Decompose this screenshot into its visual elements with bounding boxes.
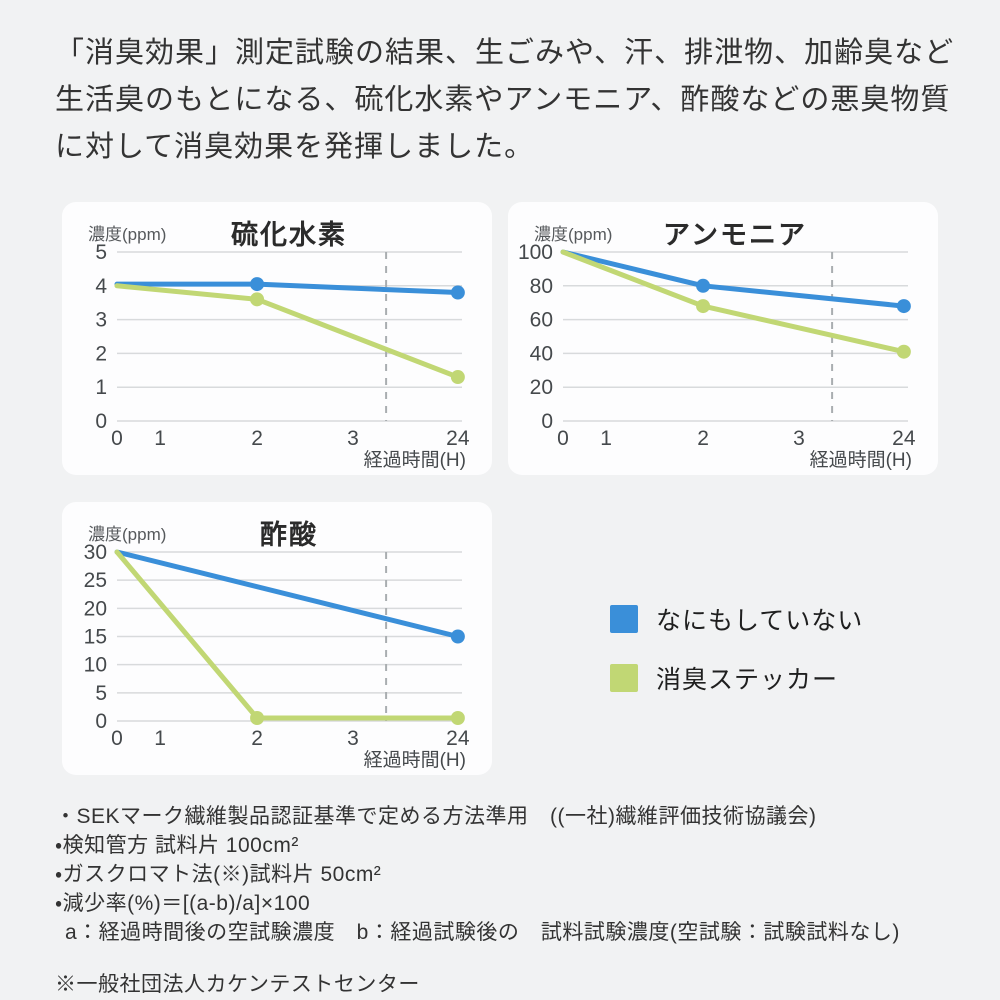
x-tick-label: 3 bbox=[347, 427, 359, 450]
x-axis-label: 経過時間(H) bbox=[364, 449, 466, 471]
series-line-untreated bbox=[560, 249, 907, 309]
y-tick-label: 0 bbox=[541, 410, 553, 433]
y-tick-label: 20 bbox=[530, 376, 553, 399]
y-tick-label: 20 bbox=[84, 597, 107, 620]
untreated-color-swatch bbox=[610, 605, 638, 633]
x-tick-label: 2 bbox=[251, 427, 263, 450]
footnote-line: ・検知管方 試料片 100cm² bbox=[55, 834, 299, 857]
y-tick-label: 10 bbox=[84, 654, 107, 677]
x-tick-label: 1 bbox=[154, 727, 166, 750]
x-tick-label: 1 bbox=[154, 427, 166, 450]
y-tick-label: 4 bbox=[95, 275, 107, 298]
data-point-marker bbox=[250, 711, 265, 725]
x-axis-label: 経過時間(H) bbox=[810, 449, 912, 471]
legend-label-sticker: 消臭ステッカー bbox=[656, 666, 839, 694]
chart-panel-hydrogen-sulfide: 濃度(ppm) 硫化水素 0 1 2 3 4 5 0 1 2 3 24 経過時間(H) bbox=[62, 202, 492, 475]
x-axis-label: 経過時間(H) bbox=[364, 749, 466, 771]
footnotes: ・SEKマーク繊維製品認証基準で定める方法準用 ((一社)繊維評価技術協議会) … bbox=[55, 802, 965, 999]
footnote-source: ※一般社団法人カケンテストセンター bbox=[55, 973, 420, 996]
data-point-marker bbox=[250, 292, 265, 307]
y-tick-label: 80 bbox=[530, 275, 553, 298]
x-tick-label: 2 bbox=[251, 727, 263, 750]
chart-title: 硫化水素 bbox=[231, 220, 347, 250]
x-tick-label: 1 bbox=[600, 427, 612, 450]
series-line-untreated bbox=[114, 549, 461, 639]
y-tick-label: 2 bbox=[95, 342, 107, 365]
legend-label-untreated: なにもしていない bbox=[656, 607, 864, 635]
data-point-marker bbox=[896, 299, 911, 314]
x-tick-label: 0 bbox=[111, 727, 123, 750]
footnote-line: ・ガスクロマト法(※)試料片 50cm² bbox=[55, 863, 382, 886]
series-line-sticker bbox=[114, 283, 461, 380]
chart-title: アンモニア bbox=[663, 220, 807, 250]
footnote-line: ・SEKマーク繊維製品認証基準で定める方法準用 ((一社)繊維評価技術協議会) bbox=[55, 805, 817, 828]
chart-title: 酢酸 bbox=[260, 519, 318, 550]
x-tick-label: 0 bbox=[557, 427, 569, 450]
y-tick-label: 1 bbox=[95, 376, 107, 399]
legend-item-sticker: 消臭ステッカー bbox=[610, 660, 863, 696]
y-tick-label: 5 bbox=[95, 682, 107, 705]
chart-panel-acetic-acid: 濃度(ppm) 酢酸 0 5 10 15 20 25 30 0 1 2 3 24 経過時間(H) bbox=[62, 502, 492, 775]
x-tick-label: 3 bbox=[347, 727, 359, 750]
y-tick-label: 5 bbox=[95, 241, 107, 264]
data-point-marker bbox=[696, 299, 711, 314]
y-tick-label: 40 bbox=[530, 342, 553, 365]
sticker-color-swatch bbox=[610, 664, 638, 692]
y-tick-label: 0 bbox=[95, 410, 107, 433]
y-tick-label: 30 bbox=[84, 541, 107, 564]
y-axis-unit-label: 濃度(ppm) bbox=[534, 225, 612, 244]
data-point-marker bbox=[450, 370, 465, 385]
data-point-marker bbox=[450, 285, 465, 300]
data-point-marker bbox=[450, 711, 465, 725]
x-tick-label: 3 bbox=[793, 427, 805, 450]
x-tick-label: 24 bbox=[892, 427, 916, 450]
y-axis-unit-label: 濃度(ppm) bbox=[88, 225, 166, 244]
footnote-line: ・減少率(%)＝[(a-b)/a]×100 bbox=[55, 892, 311, 915]
legend: なにもしていない 消臭ステッカー bbox=[610, 601, 863, 696]
y-tick-label: 100 bbox=[518, 241, 553, 264]
x-tick-label: 0 bbox=[111, 427, 123, 450]
y-tick-label: 25 bbox=[84, 569, 107, 592]
y-tick-label: 0 bbox=[95, 710, 107, 733]
legend-item-untreated: なにもしていない bbox=[610, 601, 863, 637]
data-point-marker bbox=[250, 277, 265, 292]
y-tick-label: 3 bbox=[95, 309, 107, 332]
y-tick-label: 15 bbox=[84, 626, 107, 649]
x-tick-label: 2 bbox=[697, 427, 709, 450]
data-point-marker bbox=[896, 344, 911, 359]
x-tick-label: 24 bbox=[446, 427, 470, 450]
intro-text: 「消臭効果」測定試験の結果、生ごみや、汗、排泄物、加齢臭など生活臭のもとになる、… bbox=[55, 37, 955, 163]
x-tick-label: 24 bbox=[446, 727, 470, 750]
chart-panel-ammonia: 濃度(ppm) アンモニア 0 20 40 60 80 100 0 1 2 3 24 経過時間(H) bbox=[508, 202, 938, 475]
data-point-marker bbox=[450, 629, 465, 644]
y-axis-unit-label: 濃度(ppm) bbox=[88, 525, 166, 544]
data-point-marker bbox=[696, 278, 711, 293]
y-tick-label: 60 bbox=[530, 309, 553, 332]
footnote-line: a：経過時間後の空試験濃度 b：経過試験後の 試料試験濃度(空試験：試験試料なし… bbox=[65, 921, 900, 944]
